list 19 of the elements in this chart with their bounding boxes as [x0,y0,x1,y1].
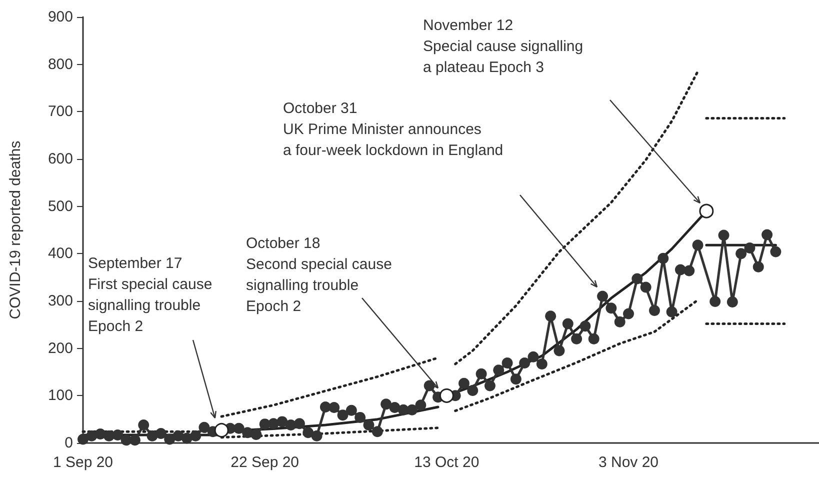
y-tick-label: 900 [48,8,73,26]
annotation: October 31 UK Prime Minister announces a four-week lockdown in England [283,100,504,159]
y-tick-label: 600 [48,150,73,168]
y-tick-label: 800 [48,56,73,73]
annotation: October 18 Second special cause signalling trouble Epoch 2 [246,235,392,315]
y-tick-label: 300 [48,292,73,310]
y-tick-label: 100 [48,387,73,404]
y-tick-label: 0 [64,434,73,452]
x-tick-label: 22 Sep 20 [230,454,300,471]
x-tick-label: 1 Sep 20 [52,454,114,471]
y-tick-label: 700 [48,103,73,120]
y-tick-label: 400 [48,245,73,262]
x-tick-label: 3 Nov 20 [598,454,659,471]
annotation: November 12 Special cause signalling a plateau Epoch 3 [423,17,584,76]
x-tick-label: 13 Oct 20 [414,454,480,471]
y-tick-label: 500 [48,198,73,215]
y-axis-title: COVID-19 reported deaths [7,140,24,320]
annotation: September 17 First special cause signalling trouble Epoch 2 [88,255,212,335]
y-tick-label: 200 [48,340,73,357]
